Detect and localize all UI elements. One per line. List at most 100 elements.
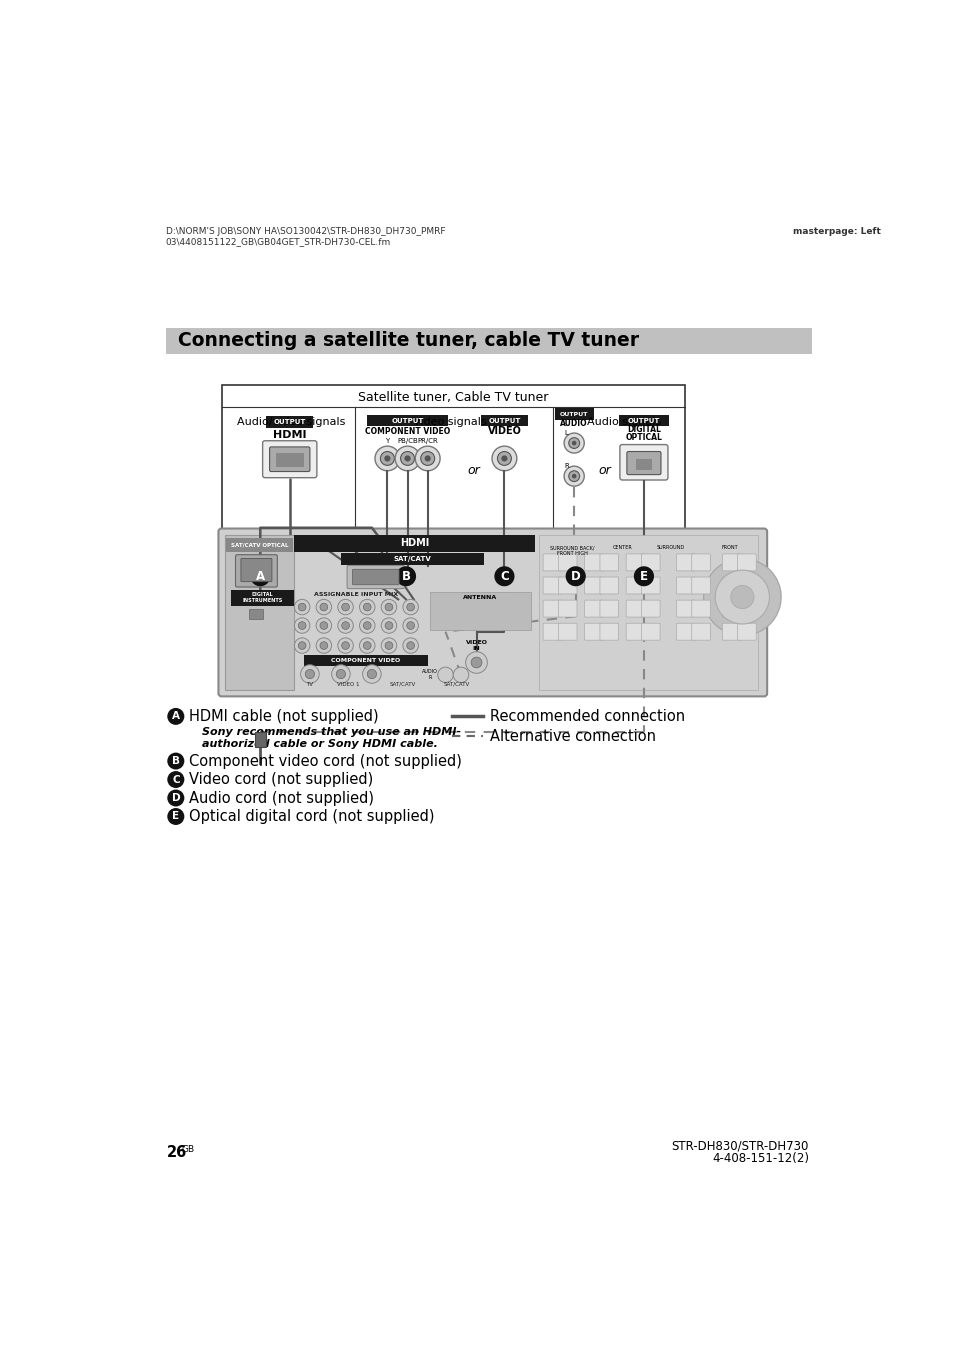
Circle shape <box>500 455 507 462</box>
Text: OPTICAL: OPTICAL <box>625 433 661 443</box>
Text: masterpage: Left: masterpage: Left <box>793 227 881 236</box>
Circle shape <box>359 599 375 614</box>
Circle shape <box>565 566 585 586</box>
Text: A: A <box>172 711 179 721</box>
Circle shape <box>298 622 306 629</box>
Bar <box>555 409 593 420</box>
FancyBboxPatch shape <box>737 554 756 571</box>
Circle shape <box>424 455 431 462</box>
FancyBboxPatch shape <box>542 576 561 594</box>
Circle shape <box>319 641 328 649</box>
FancyBboxPatch shape <box>640 601 659 617</box>
Text: ANTENNA: ANTENNA <box>463 595 497 601</box>
Circle shape <box>359 618 375 633</box>
FancyBboxPatch shape <box>542 624 561 640</box>
Circle shape <box>400 451 415 466</box>
Text: C: C <box>499 570 508 583</box>
Circle shape <box>385 622 393 629</box>
Circle shape <box>315 637 332 653</box>
FancyBboxPatch shape <box>619 444 667 481</box>
Text: SURROUND BACK/
FRONT HIGH: SURROUND BACK/ FRONT HIGH <box>549 545 594 556</box>
Bar <box>221 385 684 547</box>
Circle shape <box>359 637 375 653</box>
Text: AUDIO
R: AUDIO R <box>421 670 437 680</box>
Bar <box>340 554 484 566</box>
Text: GB: GB <box>181 1145 194 1154</box>
Circle shape <box>363 603 371 612</box>
FancyBboxPatch shape <box>542 554 561 571</box>
FancyBboxPatch shape <box>721 576 740 594</box>
Text: Component video cord (not supplied): Component video cord (not supplied) <box>189 753 461 768</box>
FancyBboxPatch shape <box>599 554 618 571</box>
FancyBboxPatch shape <box>599 576 618 594</box>
Text: 26: 26 <box>167 1145 188 1160</box>
Circle shape <box>341 622 349 629</box>
Circle shape <box>402 637 418 653</box>
Bar <box>294 535 534 552</box>
Text: Satellite tuner, Cable TV tuner: Satellite tuner, Cable TV tuner <box>357 392 548 404</box>
Text: B: B <box>172 756 179 765</box>
Text: VIDEO: VIDEO <box>487 427 521 436</box>
Circle shape <box>294 618 310 633</box>
Circle shape <box>341 641 349 649</box>
Circle shape <box>453 667 468 683</box>
FancyBboxPatch shape <box>676 554 695 571</box>
FancyBboxPatch shape <box>262 440 316 478</box>
Circle shape <box>384 455 390 462</box>
Text: E: E <box>639 570 647 583</box>
FancyBboxPatch shape <box>625 576 644 594</box>
FancyBboxPatch shape <box>737 576 756 594</box>
FancyBboxPatch shape <box>676 624 695 640</box>
Bar <box>224 535 294 690</box>
Circle shape <box>402 599 418 614</box>
Text: D: D <box>172 792 180 803</box>
FancyBboxPatch shape <box>584 601 602 617</box>
Text: SAT/CATV OPTICAL: SAT/CATV OPTICAL <box>231 543 288 547</box>
Text: Optical digital cord (not supplied): Optical digital cord (not supplied) <box>189 809 434 824</box>
FancyBboxPatch shape <box>584 554 602 571</box>
Text: Video signals: Video signals <box>413 417 486 427</box>
FancyBboxPatch shape <box>737 601 756 617</box>
Text: FRONT: FRONT <box>720 545 737 551</box>
Circle shape <box>571 474 576 478</box>
Text: D:\NORM'S JOB\SONY HA\SO130042\STR-DH830_DH730_PMRF: D:\NORM'S JOB\SONY HA\SO130042\STR-DH830… <box>166 227 445 236</box>
Text: PB/CB: PB/CB <box>396 437 417 444</box>
Text: Sony recommends that you use an HDMI-: Sony recommends that you use an HDMI- <box>202 726 461 737</box>
FancyBboxPatch shape <box>558 554 577 571</box>
FancyBboxPatch shape <box>737 624 756 640</box>
FancyBboxPatch shape <box>640 576 659 594</box>
FancyBboxPatch shape <box>640 554 659 571</box>
Circle shape <box>465 652 487 674</box>
FancyBboxPatch shape <box>347 566 404 589</box>
Text: Alternative connection: Alternative connection <box>489 729 655 744</box>
Circle shape <box>703 559 781 636</box>
Circle shape <box>294 637 310 653</box>
Circle shape <box>406 622 415 629</box>
Bar <box>249 609 263 620</box>
FancyBboxPatch shape <box>676 576 695 594</box>
Text: C: C <box>172 775 179 784</box>
Circle shape <box>319 622 328 629</box>
Circle shape <box>385 603 393 612</box>
FancyBboxPatch shape <box>691 624 710 640</box>
Circle shape <box>395 566 416 586</box>
Bar <box>618 414 668 427</box>
Circle shape <box>381 618 396 633</box>
FancyBboxPatch shape <box>584 576 602 594</box>
Circle shape <box>363 622 371 629</box>
Circle shape <box>298 603 306 612</box>
Text: 4-408-151-12(2): 4-408-151-12(2) <box>711 1152 808 1165</box>
Circle shape <box>167 809 184 825</box>
FancyBboxPatch shape <box>241 559 272 582</box>
Text: HDMI: HDMI <box>399 539 429 548</box>
Text: OUTPUT: OUTPUT <box>391 417 423 424</box>
Circle shape <box>633 566 654 586</box>
Circle shape <box>437 667 453 683</box>
Text: Video cord (not supplied): Video cord (not supplied) <box>189 772 373 787</box>
Text: VIDEO
IN: VIDEO IN <box>465 640 487 651</box>
Text: E: E <box>172 811 179 822</box>
Text: OUTPUT: OUTPUT <box>559 412 588 417</box>
Circle shape <box>568 471 579 482</box>
Circle shape <box>404 455 410 462</box>
Bar <box>254 732 266 747</box>
